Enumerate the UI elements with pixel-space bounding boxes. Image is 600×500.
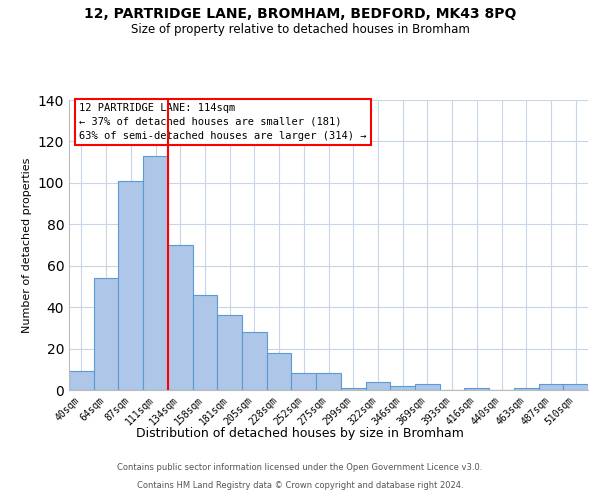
- Bar: [365, 382, 390, 390]
- Text: Distribution of detached houses by size in Bromham: Distribution of detached houses by size …: [136, 428, 464, 440]
- Text: 12 PARTRIDGE LANE: 114sqm
← 37% of detached houses are smaller (181)
63% of semi: 12 PARTRIDGE LANE: 114sqm ← 37% of detac…: [79, 103, 367, 141]
- Bar: [168, 245, 193, 390]
- Bar: [415, 384, 440, 390]
- Bar: [316, 374, 341, 390]
- Y-axis label: Number of detached properties: Number of detached properties: [22, 158, 32, 332]
- Text: Contains public sector information licensed under the Open Government Licence v3: Contains public sector information licen…: [118, 464, 482, 472]
- Bar: [539, 384, 563, 390]
- Text: Size of property relative to detached houses in Bromham: Size of property relative to detached ho…: [131, 22, 469, 36]
- Bar: [193, 294, 217, 390]
- Bar: [69, 372, 94, 390]
- Bar: [464, 388, 489, 390]
- Bar: [341, 388, 365, 390]
- Text: Contains HM Land Registry data © Crown copyright and database right 2024.: Contains HM Land Registry data © Crown c…: [137, 481, 463, 490]
- Text: 12, PARTRIDGE LANE, BROMHAM, BEDFORD, MK43 8PQ: 12, PARTRIDGE LANE, BROMHAM, BEDFORD, MK…: [84, 8, 516, 22]
- Bar: [217, 316, 242, 390]
- Bar: [118, 181, 143, 390]
- Bar: [242, 332, 267, 390]
- Bar: [514, 388, 539, 390]
- Bar: [292, 374, 316, 390]
- Bar: [143, 156, 168, 390]
- Bar: [390, 386, 415, 390]
- Bar: [563, 384, 588, 390]
- Bar: [267, 352, 292, 390]
- Bar: [94, 278, 118, 390]
